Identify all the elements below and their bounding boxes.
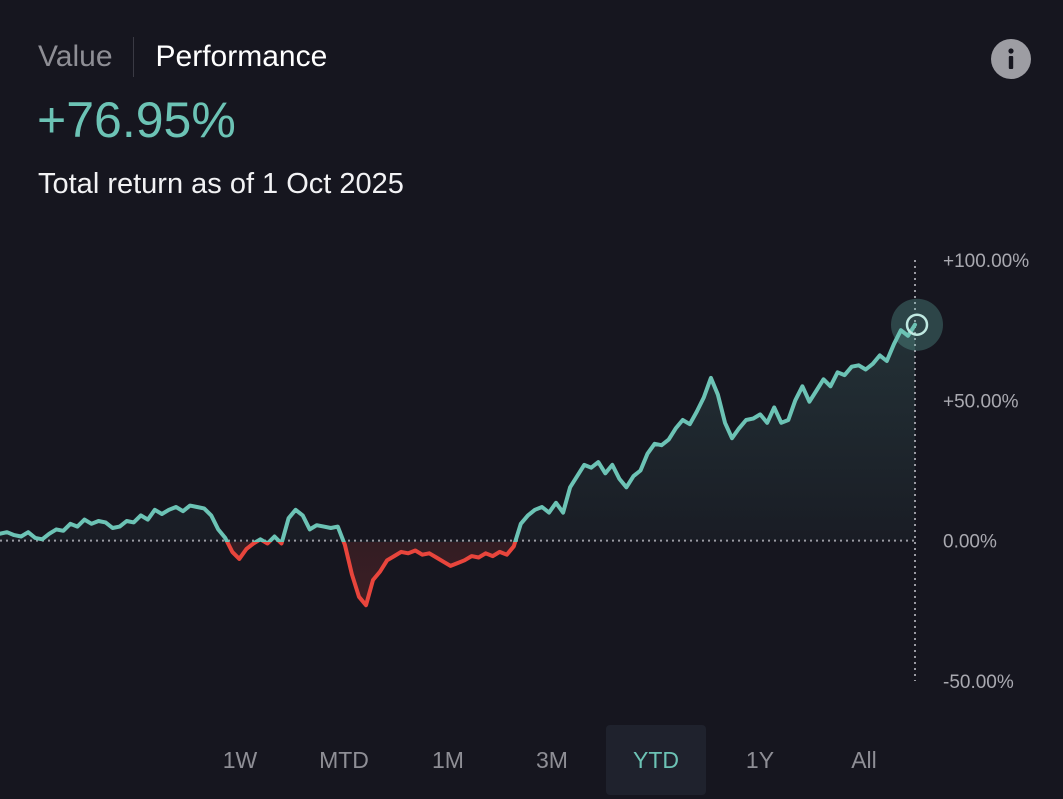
time-range-selector: 1W MTD 1M 3M YTD 1Y All — [190, 725, 918, 795]
y-tick-label: -50.00% — [943, 672, 1014, 693]
tab-performance[interactable]: Performance — [155, 40, 328, 73]
series-line-positive — [0, 322, 917, 542]
range-option-ytd[interactable]: YTD — [606, 725, 706, 795]
performance-chart[interactable]: +100.00% +50.00% 0.00% -50.00% — [0, 0, 1063, 720]
total-return-caption: Total return as of 1 Oct 2025 — [38, 168, 404, 200]
info-icon — [1008, 48, 1014, 69]
latest-point-halo — [891, 298, 943, 351]
tab-divider — [132, 37, 134, 77]
positive-area — [0, 324, 915, 542]
info-button[interactable] — [991, 39, 1031, 79]
range-option-1w[interactable]: 1W — [222, 746, 258, 773]
y-tick-label: 0.00% — [943, 532, 997, 553]
series-line-negative — [225, 542, 518, 608]
total-return-value: +76.95% — [37, 92, 236, 148]
view-tabs: Value Performance — [38, 36, 327, 78]
range-option-all[interactable]: All — [851, 746, 877, 773]
negative-area — [227, 542, 516, 606]
tab-value[interactable]: Value — [38, 40, 113, 73]
latest-point-marker — [905, 313, 929, 336]
y-tick-label: +100.00% — [943, 251, 1029, 272]
range-option-mtd[interactable]: MTD — [319, 746, 369, 773]
range-option-1y[interactable]: 1Y — [745, 746, 775, 773]
y-tick-label: +50.00% — [943, 391, 1019, 412]
range-option-3m[interactable]: 3M — [536, 746, 568, 773]
range-option-1m[interactable]: 1M — [432, 746, 464, 773]
